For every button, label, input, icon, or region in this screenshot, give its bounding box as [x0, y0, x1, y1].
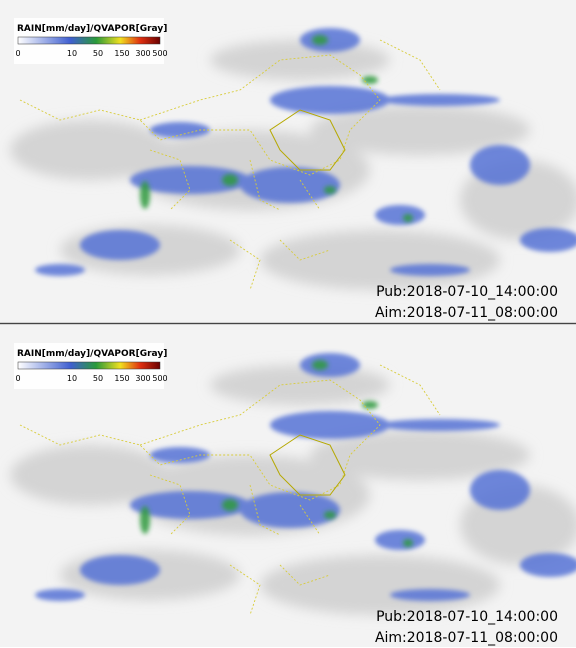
aim-time: Aim:2018-07-11_08:00:00: [375, 630, 558, 646]
colorbar-tick-label: 10: [67, 374, 77, 383]
colorbar-tick-label: 150: [114, 49, 129, 58]
colorbar-tick-label: 50: [93, 49, 103, 58]
colorbar: [17, 361, 161, 370]
colorbar-tick-label: 500: [152, 374, 167, 383]
colorbar: [17, 36, 161, 45]
pub-time: Pub:2018-07-10_14:00:00: [376, 609, 558, 625]
colorbar-tick-label: 300: [135, 374, 150, 383]
legend-title: RAIN[mm/day]/QVAPOR[Gray]: [17, 24, 167, 34]
colorbar-tick-label: 10: [67, 49, 77, 58]
aim-time: Aim:2018-07-11_08:00:00: [375, 305, 558, 321]
colorbar-tick-label: 500: [152, 49, 167, 58]
colorbar-tick-label: 0: [15, 49, 20, 58]
colorbar-tick-label: 300: [135, 49, 150, 58]
colorbar-tick-label: 0: [15, 374, 20, 383]
colorbar-tick-label: 150: [114, 374, 129, 383]
legend-title: RAIN[mm/day]/QVAPOR[Gray]: [17, 349, 167, 359]
colorbar-tick-label: 50: [93, 374, 103, 383]
pub-time: Pub:2018-07-10_14:00:00: [376, 284, 558, 300]
